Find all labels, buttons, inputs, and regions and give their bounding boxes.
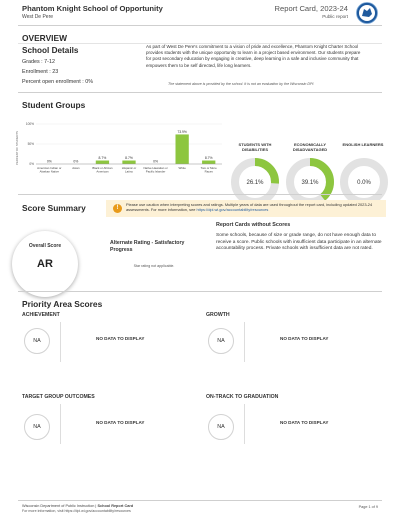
footer-line-2: For more information, visit https://dpi.… — [22, 509, 131, 513]
on-track-divider — [244, 404, 245, 444]
district-name: West De Pere — [22, 14, 54, 20]
growth-no-data: NO DATA TO DISPLAY — [280, 336, 329, 341]
donut-value: 26.1% — [246, 180, 264, 186]
bar — [122, 160, 136, 164]
achievement-score-circle — [24, 328, 50, 354]
bar-value-label: 0% — [153, 159, 158, 163]
category-label: Races — [205, 170, 214, 174]
y-tick-label: 100% — [26, 122, 34, 126]
y-tick-label: 0% — [29, 162, 34, 166]
on-track-no-data: NO DATA TO DISPLAY — [280, 420, 329, 425]
growth-divider — [244, 322, 245, 362]
score-summary-title: Score Summary — [22, 203, 86, 213]
target-group-divider — [60, 404, 61, 444]
caution-text: Please use caution when interpreting sco… — [126, 202, 384, 212]
category-label: Latino — [125, 170, 133, 174]
target-group-no-data: NO DATA TO DISPLAY — [96, 420, 145, 425]
category-label: White — [178, 166, 186, 170]
growth-heading: GROWTH — [206, 312, 230, 318]
school-details-title: School Details — [22, 46, 79, 55]
on-track-heading: ON-TRACK TO GRADUATION — [206, 394, 279, 400]
circle-label-econ: ECONOMICALLY DISADVANTAGED — [292, 142, 328, 152]
grades-value: Grades : 7-12 — [22, 59, 55, 65]
category-label: American Indian or — [37, 166, 61, 170]
target-group-score: NA — [33, 424, 41, 430]
caution-message: Please use caution when interpreting sco… — [126, 202, 373, 212]
bar-value-label: 0% — [73, 159, 78, 163]
summary-bottom-divider — [18, 291, 382, 292]
student-groups-title: Student Groups — [22, 100, 86, 110]
caution-link[interactable]: https://dpi.wi.gov/accountability/resour… — [196, 207, 269, 212]
donut-fill — [286, 158, 334, 206]
open-enrollment-value: Percent open enrollment : 0% — [22, 79, 94, 85]
circle-label-disabilities: STUDENTS WITH DISABILITIES — [238, 142, 272, 152]
target-group-heading: TARGET GROUP OUTCOMES — [22, 394, 95, 400]
donut-value: 0.0% — [357, 180, 371, 186]
y-tick-label: 50% — [28, 142, 35, 146]
star-rating-note: Star rating not applicable. — [133, 264, 175, 268]
category-label: American — [96, 170, 109, 174]
public-report-label: Public report — [322, 14, 348, 19]
header-divider — [18, 25, 382, 26]
category-label: Black or African — [92, 166, 112, 170]
on-track-score-circle — [208, 414, 234, 440]
achievement-no-data: NO DATA TO DISPLAY — [96, 336, 145, 341]
footer-line-1: Wisconsin Department of Public Instructi… — [22, 504, 133, 508]
report-cards-without-scores-text: Some schools, because of size or grade r… — [216, 233, 382, 252]
groups-bottom-divider — [18, 194, 382, 195]
overall-score-label: Overall Score — [28, 243, 62, 249]
overview-bottom-divider — [18, 92, 382, 93]
footer-doc: School Report Card — [97, 504, 134, 508]
bar — [95, 160, 110, 164]
donut-value: 39.1% — [301, 180, 319, 186]
overview-title: OVERVIEW — [22, 33, 67, 43]
priority-area-title: Priority Area Scores — [22, 299, 103, 309]
bar-value-label: 73.9% — [177, 130, 187, 134]
bar-value-label: 8.7% — [205, 156, 213, 160]
category-label: Native Hawaiian or — [143, 166, 167, 170]
report-cards-without-scores-title: Report Cards without Scores — [216, 222, 291, 228]
overall-score-circle — [12, 231, 78, 297]
caution-banner — [106, 200, 386, 217]
bar — [175, 134, 189, 164]
bar-value-label: 0% — [47, 159, 52, 163]
overall-score-value: AR — [37, 258, 53, 270]
bar-value-label: 8.7% — [125, 156, 133, 160]
circle-label-el: ENGLISH LEARNERS — [342, 142, 384, 147]
target-group-score-circle — [24, 414, 50, 440]
footer-dpi: Wisconsin Department of Public Instructi… — [22, 504, 98, 508]
achievement-score: NA — [33, 338, 41, 344]
growth-score-circle — [208, 328, 234, 354]
category-label: Hispanic or — [122, 166, 136, 170]
y-axis-label: PERCENT OF STUDENTS — [15, 131, 19, 165]
donut-fill — [231, 158, 279, 206]
alternate-rating: Alternate Rating - Satisfactory Progress — [110, 240, 185, 253]
bar-value-label: 8.7% — [99, 156, 107, 160]
achievement-divider — [60, 322, 61, 362]
school-description: As part of West De Pere's commitment to … — [146, 44, 361, 68]
achievement-heading: ACHIEVEMENT — [22, 312, 60, 318]
wisconsin-dpi-logo-icon — [356, 2, 378, 24]
bar — [202, 160, 216, 164]
category-label: Alaskan Native — [40, 170, 60, 174]
category-label: Two or More — [201, 166, 217, 170]
description-disclaimer: The statement above is provided by the s… — [168, 82, 315, 86]
category-label: Pacific Islander — [146, 170, 166, 174]
enrollment-value: Enrollment : 23 — [22, 69, 59, 75]
page-number: Page 1 of 9 — [358, 505, 378, 509]
warning-icon: ! — [113, 204, 122, 213]
on-track-score: NA — [217, 424, 225, 430]
growth-score: NA — [217, 338, 225, 344]
category-label: Asian — [72, 166, 80, 170]
footer-divider — [18, 500, 382, 501]
school-name: Phantom Knight School of Opportunity — [22, 4, 163, 13]
overview-divider — [18, 43, 382, 44]
report-title: Report Card, 2023-24 — [274, 4, 348, 13]
